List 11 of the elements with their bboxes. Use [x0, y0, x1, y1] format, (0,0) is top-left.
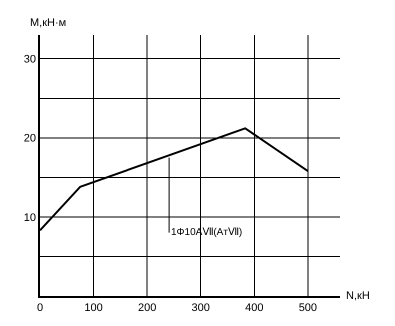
x-tick-label: 300 — [192, 302, 210, 314]
y-axis-title: M,кН·м — [30, 17, 66, 29]
y-tick-label: 10 — [24, 212, 36, 224]
x-tick-label: 200 — [138, 302, 156, 314]
x-tick-label: 400 — [245, 302, 264, 314]
x-axis-title: N,кН — [346, 290, 370, 302]
x-tick-label: 0 — [36, 302, 44, 314]
x-tick-label: 500 — [298, 302, 318, 314]
y-tick-label: 20 — [24, 132, 36, 145]
x-tick-label: 100 — [84, 302, 103, 314]
y-tick-label: 30 — [24, 54, 36, 66]
